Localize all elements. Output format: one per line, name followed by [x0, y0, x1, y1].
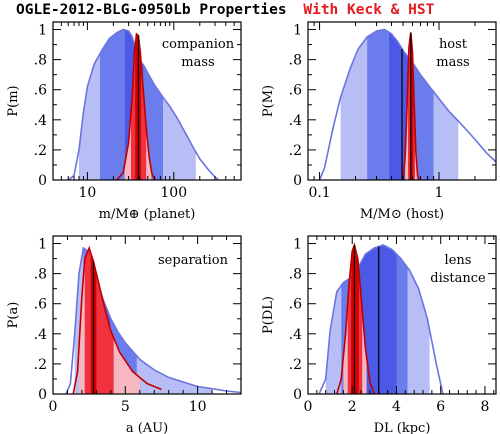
lens-distance-wide-band-0: [325, 285, 342, 394]
lens-distance-xlabel: DL (kpc): [374, 421, 431, 434]
separation-narrow-band-3: [96, 273, 114, 394]
host-mass-ytick-label: 0: [293, 173, 302, 189]
panel-lens-distance: 0 .2 .4 .6 .8 1 0 2 4 6 8 DL (kpc) P(DL) lens distance: [261, 235, 497, 434]
host-mass-annotation: host: [439, 37, 468, 52]
host-mass-ytick-label: .2: [289, 143, 302, 159]
separation-xlabel: a (AU): [126, 421, 168, 434]
title-main: OGLE-2012-BLG-0950Lb Properties: [16, 2, 287, 18]
companion-mass-ytick-label: .4: [34, 113, 47, 129]
figure-title: OGLE-2012-BLG-0950Lb Properties With Kec…: [16, 2, 435, 18]
lens-distance-xtick-label: 2: [348, 399, 357, 415]
host-mass-ytick-label: 1: [293, 23, 302, 39]
panel-host-mass: 0 .2 .4 .6 .8 1 0.1 1 M/M⊙ (host) P(M) host mass: [261, 21, 497, 222]
separation-ytick-label: 1: [38, 237, 47, 253]
separation-narrow-band-1: [84, 248, 91, 394]
host-mass-ytick-label: .8: [289, 53, 302, 69]
separation-wide-curve: [65, 246, 241, 394]
companion-mass-annotation: companion: [162, 37, 235, 52]
lens-distance-xtick-label: 6: [436, 399, 445, 415]
separation-xtick-label: 0: [49, 399, 58, 415]
companion-mass-xlabel: m/M⊕ (planet): [99, 207, 196, 222]
lens-distance-wide-band-4: [407, 267, 430, 394]
separation-frame: [52, 235, 242, 395]
host-mass-wide-band-3: [412, 62, 434, 180]
lens-distance-narrow-curve: [336, 242, 376, 394]
companion-mass-narrow-band-3: [141, 63, 147, 180]
lens-distance-ytick-label: .8: [289, 267, 302, 283]
companion-mass-annotation: mass: [181, 55, 214, 70]
companion-mass-xtick-label: 100: [160, 185, 187, 201]
title-highlight: With Keck & HST: [303, 2, 434, 18]
companion-mass-ylabel: P(m): [6, 85, 21, 116]
lens-distance-ylabel: P(DL): [261, 296, 276, 334]
companion-mass-wide-band-4: [163, 97, 196, 180]
lens-distance-annotation: lens: [445, 253, 472, 268]
host-mass-wide-band-0: [340, 37, 368, 180]
separation-ytick-label: 0: [38, 387, 47, 403]
companion-mass-frame: [52, 21, 242, 181]
separation-annotation: separation: [158, 253, 229, 268]
separation-ytick-label: .2: [34, 357, 47, 373]
separation-narrow-band-4: [113, 337, 140, 394]
panel-companion-mass: 0 .2 .4 .6 .8 1 10 100 m/M⊕ (planet) P(m) companio…: [6, 21, 242, 222]
separation-ytick-label: .8: [34, 267, 47, 283]
companion-mass-xtick-label: 10: [78, 185, 96, 201]
lens-distance-xtick-label: 8: [480, 399, 489, 415]
lens-distance-ytick-label: 1: [293, 237, 302, 253]
host-mass-wide-band-4: [433, 91, 459, 180]
host-mass-wide-band-1: [367, 29, 389, 180]
separation-ytick-label: .4: [34, 327, 47, 343]
lens-distance-ytick-label: .4: [289, 327, 302, 343]
lens-distance-wide-band-2: [358, 245, 397, 394]
companion-mass-narrow-band-1: [131, 42, 136, 180]
lens-distance-wide-curve: [318, 244, 444, 394]
separation-narrow-curve: [72, 245, 162, 394]
host-mass-ytick-label: .6: [289, 83, 302, 99]
lens-distance-xtick-label: 0: [304, 399, 313, 415]
companion-mass-wide-band-0: [79, 53, 100, 180]
lens-distance-xtick-label: 4: [392, 399, 401, 415]
separation-ytick-label: .6: [34, 297, 47, 313]
lens-distance-ytick-label: .2: [289, 357, 302, 373]
companion-mass-ytick-label: .2: [34, 143, 47, 159]
host-mass-frame: [307, 21, 497, 181]
panel-separation: 0.2.4.6.810 5 10a (AU)P(a)separation: [6, 235, 242, 434]
separation-xtick-label: 10: [189, 399, 207, 415]
companion-mass-ytick-label: .6: [34, 83, 47, 99]
host-mass-xtick-label: 1: [435, 185, 444, 201]
host-mass-ytick-label: .4: [289, 113, 302, 129]
companion-mass-ytick-label: 0: [38, 173, 47, 189]
companion-mass-narrow-curve: [116, 32, 156, 180]
separation-xtick-label: 5: [121, 399, 130, 415]
host-mass-wide-curve: [318, 28, 496, 180]
companion-mass-wide-band-1: [100, 29, 125, 180]
lens-distance-wide-band-3: [396, 254, 408, 394]
lens-distance-frame: [307, 235, 497, 395]
host-mass-ylabel: P(M): [261, 85, 276, 117]
lens-distance-ytick-label: .6: [289, 297, 302, 313]
host-mass-xtick-label: 0.1: [308, 185, 330, 201]
host-mass-narrow-curve: [402, 32, 420, 180]
lens-distance-annotation: distance: [430, 271, 486, 286]
separation-wide-band-4: [136, 356, 213, 394]
companion-mass-ytick-label: 1: [38, 23, 47, 39]
host-mass-annotation: mass: [436, 55, 469, 70]
lens-distance-ytick-label: 0: [293, 387, 302, 403]
separation-narrow-band-0: [79, 258, 85, 394]
separation-ylabel: P(a): [6, 302, 21, 329]
companion-mass-narrow-band-0: [124, 111, 131, 180]
companion-mass-ytick-label: .8: [34, 53, 47, 69]
host-mass-xlabel: M/M⊙ (host): [360, 207, 444, 222]
